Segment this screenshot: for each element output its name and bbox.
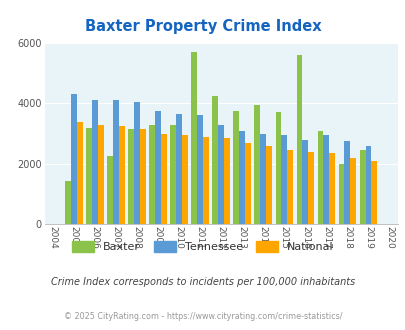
Bar xyxy=(323,135,328,224)
Bar xyxy=(92,100,98,224)
Bar xyxy=(343,141,350,224)
Bar xyxy=(182,135,188,224)
Bar xyxy=(134,102,140,224)
Bar xyxy=(128,129,134,224)
Bar xyxy=(107,156,113,224)
Bar xyxy=(254,105,260,224)
Bar xyxy=(149,124,155,224)
Bar xyxy=(266,146,271,224)
Bar xyxy=(71,94,77,224)
Bar xyxy=(307,152,313,224)
Bar xyxy=(218,124,224,224)
Bar xyxy=(350,158,355,224)
Bar xyxy=(245,143,251,224)
Bar xyxy=(119,126,125,224)
Text: © 2025 CityRating.com - https://www.cityrating.com/crime-statistics/: © 2025 CityRating.com - https://www.city… xyxy=(64,312,341,321)
Bar xyxy=(359,150,364,224)
Bar xyxy=(191,52,197,224)
Bar xyxy=(328,153,335,224)
Bar xyxy=(65,181,71,224)
Bar xyxy=(224,138,230,224)
Bar xyxy=(275,113,281,224)
Bar xyxy=(98,124,104,224)
Bar xyxy=(155,111,161,224)
Bar xyxy=(197,115,202,224)
Bar xyxy=(212,96,218,224)
Bar xyxy=(364,146,371,224)
Bar xyxy=(317,131,323,224)
Text: Baxter Property Crime Index: Baxter Property Crime Index xyxy=(85,19,320,34)
Bar xyxy=(176,114,182,224)
Bar xyxy=(281,135,287,224)
Bar xyxy=(233,111,239,224)
Bar xyxy=(113,100,119,224)
Bar xyxy=(296,55,302,224)
Bar xyxy=(170,124,176,224)
Text: Crime Index corresponds to incidents per 100,000 inhabitants: Crime Index corresponds to incidents per… xyxy=(51,277,354,287)
Bar xyxy=(287,150,292,224)
Bar xyxy=(202,137,209,224)
Bar xyxy=(338,164,343,224)
Legend: Baxter, Tennessee, National: Baxter, Tennessee, National xyxy=(68,237,337,257)
Bar xyxy=(140,129,146,224)
Bar xyxy=(86,128,92,224)
Bar xyxy=(260,134,266,224)
Bar xyxy=(77,121,83,224)
Bar xyxy=(161,134,166,224)
Bar xyxy=(239,131,245,224)
Bar xyxy=(371,161,376,224)
Bar xyxy=(302,140,307,224)
